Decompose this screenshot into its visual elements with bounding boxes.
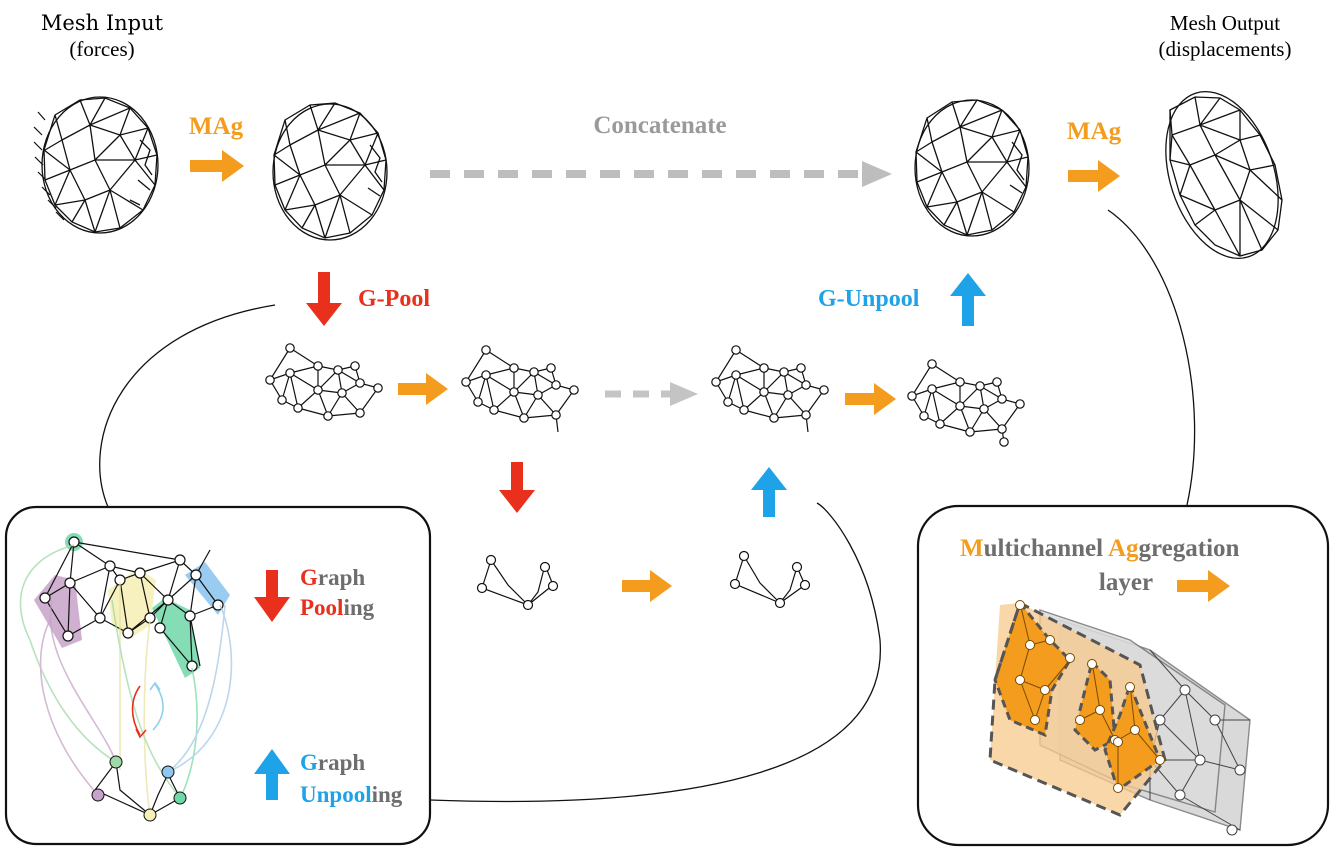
mesh-output-ellipsoid — [1165, 90, 1283, 260]
mag-title-line1: Multichannel Aggregation — [960, 535, 1240, 562]
mesh-output-title: Mesh Output — [1170, 11, 1280, 35]
legend-pool-line2: Pooling — [300, 595, 375, 620]
mag-left-label: MAg — [189, 113, 244, 140]
mag-title-M: M — [960, 535, 984, 562]
concatenate-label: Concatenate — [593, 112, 726, 139]
mag-title-Ag: Ag — [1108, 535, 1139, 562]
mag-legend-arrow — [1177, 570, 1230, 602]
graph-level1-b — [461, 345, 579, 433]
graph-level1-a — [265, 343, 383, 421]
mesh-input-sphere — [33, 96, 159, 234]
connector-bottom — [429, 502, 881, 803]
legend-unpool-G: G — [300, 750, 318, 775]
gunpool-arrow — [950, 273, 986, 326]
mag-layers-illustration — [988, 599, 1251, 836]
mag-right-label: MAg — [1067, 118, 1122, 145]
mesh-input-title: Mesh Input — [41, 11, 164, 35]
graph-level2-a — [476, 554, 559, 611]
legend-pool-G: G — [300, 565, 318, 590]
mag-title-gregation: gregation — [1139, 535, 1240, 562]
mesh-input-subtitle: (forces) — [69, 37, 134, 61]
mesh-sphere-2 — [272, 102, 388, 241]
unpool-level2-arrow — [751, 467, 787, 517]
legend-pool-ing: ing — [343, 595, 374, 620]
legend-pool-line1: Graph — [300, 565, 365, 590]
mid-orange-arrow-2 — [845, 383, 896, 415]
mesh-sphere-3 — [914, 99, 1030, 237]
legend-unpool-line2: Unpooling — [300, 782, 403, 807]
mid-orange-arrow-1 — [398, 373, 448, 405]
gpool-arrow — [306, 272, 342, 326]
legend-pool-raph: raph — [318, 565, 366, 590]
graph-level1-d — [907, 359, 1025, 447]
pooling-illustration — [19, 533, 233, 822]
mid-dashed-arrowhead — [670, 382, 698, 406]
graph-level2-b — [729, 550, 811, 609]
pool-level2-arrow — [499, 462, 535, 513]
gunpool-label: G-Unpool — [818, 286, 920, 312]
legend-unpool-ing: ing — [372, 782, 403, 807]
legend-unpool-arrow — [254, 749, 290, 800]
legend-unpool-raph: raph — [318, 750, 366, 775]
gpool-label: G-Pool — [358, 286, 430, 312]
concatenate-arrowhead — [862, 161, 892, 187]
mag-title-ultichannel: ultichannel — [984, 535, 1108, 562]
legend-pool-arrow — [254, 570, 290, 622]
legend-pool-Pool: Pool — [300, 595, 343, 620]
mesh-output-subtitle: (displacements) — [1159, 37, 1292, 61]
mag-left-arrow — [190, 150, 244, 182]
connector-left — [99, 304, 276, 508]
legend-unpool-Unpool: Unpool — [300, 782, 372, 807]
small-orange-arrow — [622, 570, 672, 602]
connector-right — [1107, 209, 1196, 506]
legend-unpool-line1: Graph — [300, 750, 365, 775]
mag-title-line2: layer — [1099, 569, 1153, 596]
graph-level1-c — [711, 345, 829, 433]
mag-right-arrow — [1068, 160, 1120, 192]
